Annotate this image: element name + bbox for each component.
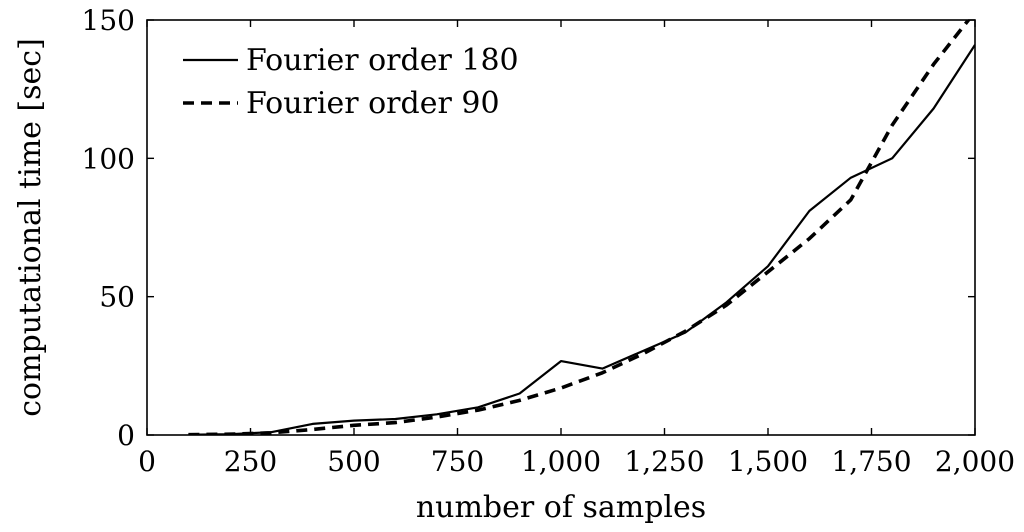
y-axis-title: computational time [sec] bbox=[13, 38, 48, 417]
y-tick-label: 150 bbox=[82, 4, 135, 37]
x-tick-label: 0 bbox=[138, 445, 156, 478]
series-layer bbox=[188, 20, 975, 435]
x-tick-label: 1,750 bbox=[831, 445, 911, 478]
legend-label-1: Fourier order 180 bbox=[246, 43, 519, 78]
series-line-2 bbox=[188, 20, 971, 435]
legend: Fourier order 180 Fourier order 90 bbox=[183, 43, 519, 121]
x-tick-label: 1,500 bbox=[728, 445, 808, 478]
ticks-layer: 0 250 500 750 1,000 1,250 1,500 1,750 2,000 0 50 10… bbox=[82, 4, 1016, 478]
x-axis-title: number of samples bbox=[416, 490, 706, 525]
series-line-1 bbox=[188, 44, 975, 435]
x-tick-label: 1,250 bbox=[624, 445, 704, 478]
x-tick-label: 1,000 bbox=[521, 445, 601, 478]
x-tick-label: 2,000 bbox=[935, 445, 1015, 478]
legend-label-2: Fourier order 90 bbox=[246, 86, 500, 121]
x-tick-label: 250 bbox=[224, 445, 277, 478]
x-tick-label: 750 bbox=[431, 445, 484, 478]
plot-area-frame bbox=[146, 19, 976, 436]
y-tick-label: 100 bbox=[82, 142, 135, 175]
x-tick-label: 500 bbox=[327, 445, 380, 478]
y-tick-label: 50 bbox=[99, 281, 135, 314]
y-tick-label: 0 bbox=[117, 419, 135, 452]
